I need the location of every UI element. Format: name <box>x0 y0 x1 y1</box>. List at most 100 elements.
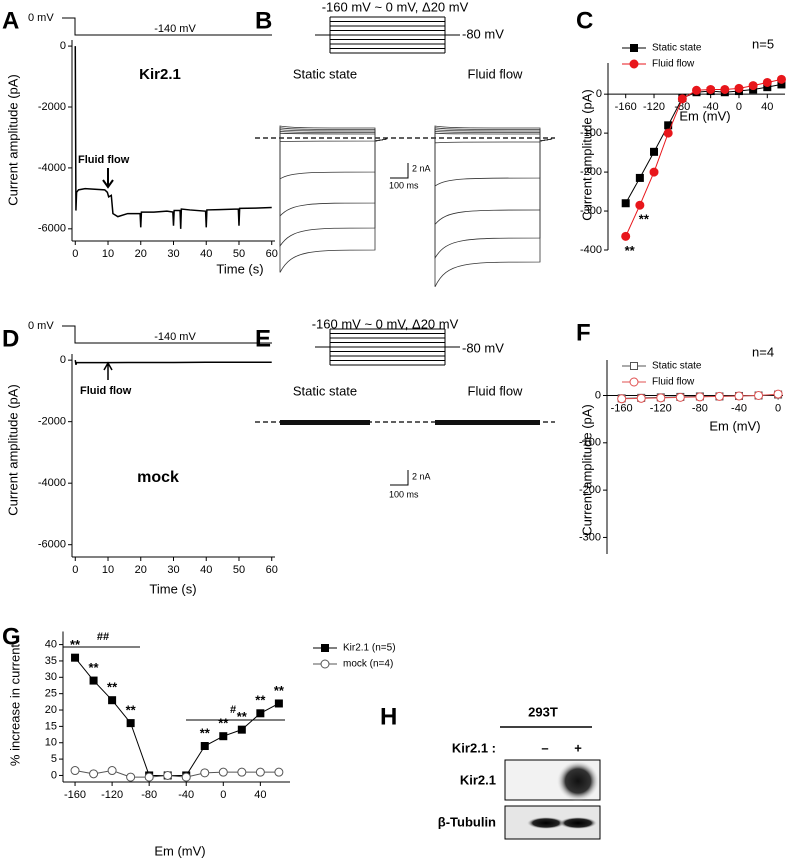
condition-text: Fluid flow <box>468 383 524 398</box>
current-trace <box>434 125 553 142</box>
legend-label: Kir2.1 (n=5) <box>343 643 396 654</box>
x-tick-label: 20 <box>135 248 147 260</box>
y-tick-label: -300 <box>580 205 602 217</box>
x-tick-label: 40 <box>200 248 212 260</box>
y-axis-label: % increase in current <box>7 644 22 766</box>
data-point <box>237 767 247 777</box>
y-tick-label: 10 <box>45 737 57 749</box>
chart-label: Kir2.1 <box>139 66 181 83</box>
x-tick-label: -160 <box>615 101 637 113</box>
y-tick-label: 0 <box>595 389 601 401</box>
current-trace <box>279 138 388 248</box>
panel-label: E <box>255 325 271 352</box>
current-trace <box>434 138 553 144</box>
x-tick-label: 40 <box>254 789 266 801</box>
series-line <box>74 46 272 229</box>
x-tick-label: -40 <box>703 101 719 113</box>
y-tick-label: 25 <box>45 688 57 700</box>
panel-label: H <box>380 703 397 730</box>
x-tick-label: 20 <box>135 564 147 576</box>
protocol-line <box>62 17 272 36</box>
data-point <box>635 173 644 182</box>
legend-label: Fluid flow <box>652 59 695 70</box>
scale-text: 100 ms <box>389 180 419 190</box>
data-point <box>762 77 772 87</box>
x-axis-label: Em (mV) <box>679 108 730 123</box>
legend-marker <box>629 59 639 69</box>
annotation: -140 mV <box>154 331 196 343</box>
data-point <box>773 389 783 399</box>
y-tick-label: 0 <box>596 88 602 100</box>
trace-bundle <box>280 420 370 425</box>
x-axis-label: Time (s) <box>149 581 196 596</box>
scale-bar <box>390 163 409 179</box>
current-trace <box>434 130 553 142</box>
y-tick-label: -4000 <box>38 162 66 174</box>
panel-label: G <box>2 623 21 650</box>
data-point <box>163 770 173 780</box>
data-point <box>274 767 284 777</box>
data-point <box>144 772 154 782</box>
lane-label: + <box>574 740 582 755</box>
data-point <box>635 200 645 210</box>
y-tick-label: 0 <box>60 40 66 52</box>
y-tick-label: 0 <box>51 769 57 781</box>
data-point <box>649 167 659 177</box>
y-tick-label: 0 <box>60 354 66 366</box>
significance-label: ** <box>126 703 137 718</box>
data-point <box>237 725 246 734</box>
data-point <box>675 392 685 402</box>
x-tick-label: 0 <box>736 101 742 113</box>
current-trace <box>434 138 553 260</box>
legend-marker <box>320 659 330 669</box>
x-tick-label: -120 <box>101 789 123 801</box>
annotation: n=4 <box>752 344 774 359</box>
y-tick-label: 40 <box>45 638 57 650</box>
x-tick-label: 60 <box>266 564 278 576</box>
scale-text: 2 nA <box>412 471 431 481</box>
data-point <box>617 394 627 404</box>
condition-text: Static state <box>293 66 357 81</box>
y-tick-label: -400 <box>580 244 602 256</box>
legend-label: Static state <box>652 43 702 54</box>
data-point <box>255 767 265 777</box>
data-point <box>621 231 631 241</box>
legend-marker <box>630 44 638 52</box>
current-trace <box>279 138 388 143</box>
x-tick-label: 30 <box>167 564 179 576</box>
holding-text: -80 mV <box>462 26 504 41</box>
current-trace <box>434 138 553 226</box>
series-line <box>74 657 280 776</box>
data-point <box>107 766 117 776</box>
data-point <box>70 766 80 776</box>
legend-marker <box>321 644 329 652</box>
significance-label: ** <box>70 637 81 652</box>
y-tick-label: -200 <box>579 484 601 496</box>
current-trace <box>279 129 388 142</box>
x-tick-label: -120 <box>643 101 665 113</box>
panel-label: C <box>576 7 593 34</box>
current-trace <box>279 138 388 273</box>
trace-bundle <box>435 420 540 425</box>
current-trace <box>279 127 388 142</box>
scale-text: 100 ms <box>389 489 419 499</box>
y-axis-label: Current amplitude (pA) <box>5 74 20 206</box>
data-point <box>219 732 228 741</box>
data-point <box>650 147 659 156</box>
annotation: ## <box>97 631 109 643</box>
panel-label: A <box>2 7 19 34</box>
data-point <box>748 81 758 91</box>
x-tick-label: 40 <box>761 101 773 113</box>
data-point <box>274 699 283 708</box>
data-point <box>656 393 666 403</box>
y-tick-label: -6000 <box>38 223 66 235</box>
significance-label: ** <box>255 693 266 708</box>
band-label: Kir2.1 <box>460 772 496 787</box>
x-tick-label: 10 <box>102 564 114 576</box>
lane-label: – <box>541 740 548 755</box>
y-tick-label: -300 <box>579 531 601 543</box>
y-tick-label: -2000 <box>38 416 66 428</box>
flow-arrow <box>103 361 113 380</box>
current-trace <box>434 132 553 142</box>
